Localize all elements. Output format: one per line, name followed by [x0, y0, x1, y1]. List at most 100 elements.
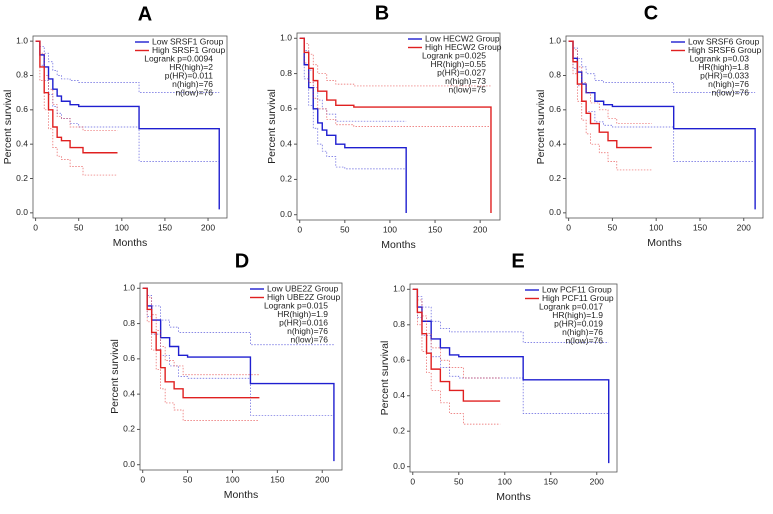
- x-tick-label: 0: [410, 476, 415, 486]
- plot-frame: [565, 35, 764, 219]
- ci-line: [568, 40, 652, 171]
- y-tick-label: 0.0: [16, 207, 28, 217]
- y-tick-label: 0.0: [393, 461, 405, 471]
- x-tick-label: 50: [340, 224, 350, 234]
- panel-letter: D: [235, 250, 249, 272]
- plot-frame: [139, 282, 343, 471]
- annotation: Logrank p=0.015: [264, 300, 328, 310]
- y-tick-label: 0.4: [123, 388, 135, 398]
- ci-line: [142, 287, 334, 346]
- y-tick-label: 0.2: [123, 424, 135, 434]
- x-tick-label: 150: [544, 476, 558, 486]
- ci-line: [568, 40, 756, 94]
- y-axis-label: Percent survival: [266, 89, 278, 164]
- y-tick-label: 0.6: [16, 104, 28, 114]
- x-tick-label: 200: [737, 222, 751, 232]
- x-tick-label: 150: [158, 222, 172, 232]
- x-tick-label: 100: [498, 476, 512, 486]
- annotation: p(HR)=0.019: [554, 318, 603, 328]
- y-tick-label: 0.6: [123, 353, 135, 363]
- y-tick-label: 0.8: [393, 319, 405, 329]
- ci-line: [35, 40, 220, 94]
- y-tick-label: 0.4: [393, 390, 405, 400]
- x-tick-label: 200: [590, 476, 604, 486]
- ci-line: [299, 37, 407, 122]
- x-axis-label: Months: [113, 237, 147, 249]
- legend-label: High HECW2 Group: [425, 42, 502, 52]
- legend-label: Low UBE2Z Group: [267, 283, 339, 293]
- ci-line: [299, 37, 491, 87]
- x-tick-label: 50: [183, 474, 193, 484]
- annotation: n(high)=73: [445, 76, 486, 86]
- y-tick-label: 0.6: [549, 104, 561, 114]
- y-tick-label: 0.4: [16, 138, 28, 148]
- x-tick-label: 100: [225, 474, 239, 484]
- annotation: HR(high)=0.55: [430, 59, 486, 69]
- x-axis-label: Months: [224, 489, 258, 501]
- y-tick-label: 1.0: [393, 284, 405, 294]
- y-axis-label: Percent survival: [535, 90, 547, 165]
- panel-letter: B: [375, 2, 389, 24]
- annotation: Logrank p=0.017: [539, 301, 603, 311]
- annotation: p(HR)=0.027: [437, 67, 486, 77]
- annotation: HR(high)=1.9: [277, 309, 328, 319]
- ci-line: [142, 287, 260, 376]
- y-tick-label: 0.8: [123, 318, 135, 328]
- survival-curve: [299, 37, 492, 213]
- x-tick-label: 50: [74, 222, 84, 232]
- y-axis-label: Percent survival: [109, 339, 121, 414]
- annotation: n(high)=76: [562, 327, 603, 337]
- y-tick-label: 0.8: [280, 68, 292, 78]
- annotation: n(high)=76: [172, 79, 213, 89]
- x-tick-label: 100: [383, 224, 397, 234]
- annotation: Logrank p=0.0094: [144, 53, 213, 63]
- y-axis-label: Percent survival: [379, 341, 391, 416]
- ci-line: [412, 288, 501, 379]
- survival-curve: [142, 287, 335, 462]
- annotation: n(low)=76: [175, 87, 213, 97]
- y-axis-label: Percent survival: [2, 90, 14, 165]
- x-tick-label: 50: [454, 476, 464, 486]
- x-tick-label: 200: [201, 222, 215, 232]
- annotation: n(low)=75: [448, 84, 486, 94]
- y-tick-label: 0.2: [549, 173, 561, 183]
- x-tick-label: 100: [115, 222, 129, 232]
- survival-curve: [568, 40, 756, 210]
- x-tick-label: 0: [297, 224, 302, 234]
- y-tick-label: 0.8: [16, 70, 28, 80]
- y-tick-label: 0.0: [123, 459, 135, 469]
- y-tick-label: 1.0: [280, 33, 292, 43]
- annotation: p(HR)=0.011: [165, 70, 214, 80]
- survival-curve: [412, 288, 501, 402]
- y-tick-label: 0.0: [280, 209, 292, 219]
- legend-label: High SRSF1 Group: [152, 45, 225, 55]
- legend-label: Low SRSF1 Group: [152, 36, 224, 46]
- annotation: n(high)=76: [287, 326, 328, 336]
- ci-line: [299, 37, 407, 170]
- annotation: Logrank p=0.025: [422, 50, 486, 60]
- annotation: HR(high)=1.8: [698, 62, 749, 72]
- legend-label: High SRSF6 Group: [688, 45, 761, 55]
- y-tick-label: 1.0: [549, 35, 561, 45]
- x-axis-label: Months: [647, 237, 681, 249]
- x-tick-label: 100: [649, 222, 663, 232]
- y-tick-label: 0.0: [549, 207, 561, 217]
- y-tick-label: 0.8: [549, 70, 561, 80]
- annotation: n(high)=76: [708, 79, 749, 89]
- y-tick-label: 1.0: [123, 283, 135, 293]
- survival-curve: [568, 40, 652, 149]
- y-tick-label: 0.4: [280, 138, 292, 148]
- plot-frame: [409, 283, 618, 473]
- survival-curve: [35, 40, 118, 154]
- annotation: p(HR)=0.016: [279, 317, 328, 327]
- annotation: HR(high)=1.9: [552, 310, 603, 320]
- legend-label: Low HECW2 Group: [425, 33, 500, 43]
- x-axis-label: Months: [496, 491, 530, 503]
- y-tick-label: 1.0: [16, 35, 28, 45]
- survival-curve: [142, 287, 260, 399]
- ci-line: [142, 287, 260, 421]
- x-tick-label: 0: [140, 474, 145, 484]
- y-tick-label: 0.4: [549, 138, 561, 148]
- x-tick-label: 150: [693, 222, 707, 232]
